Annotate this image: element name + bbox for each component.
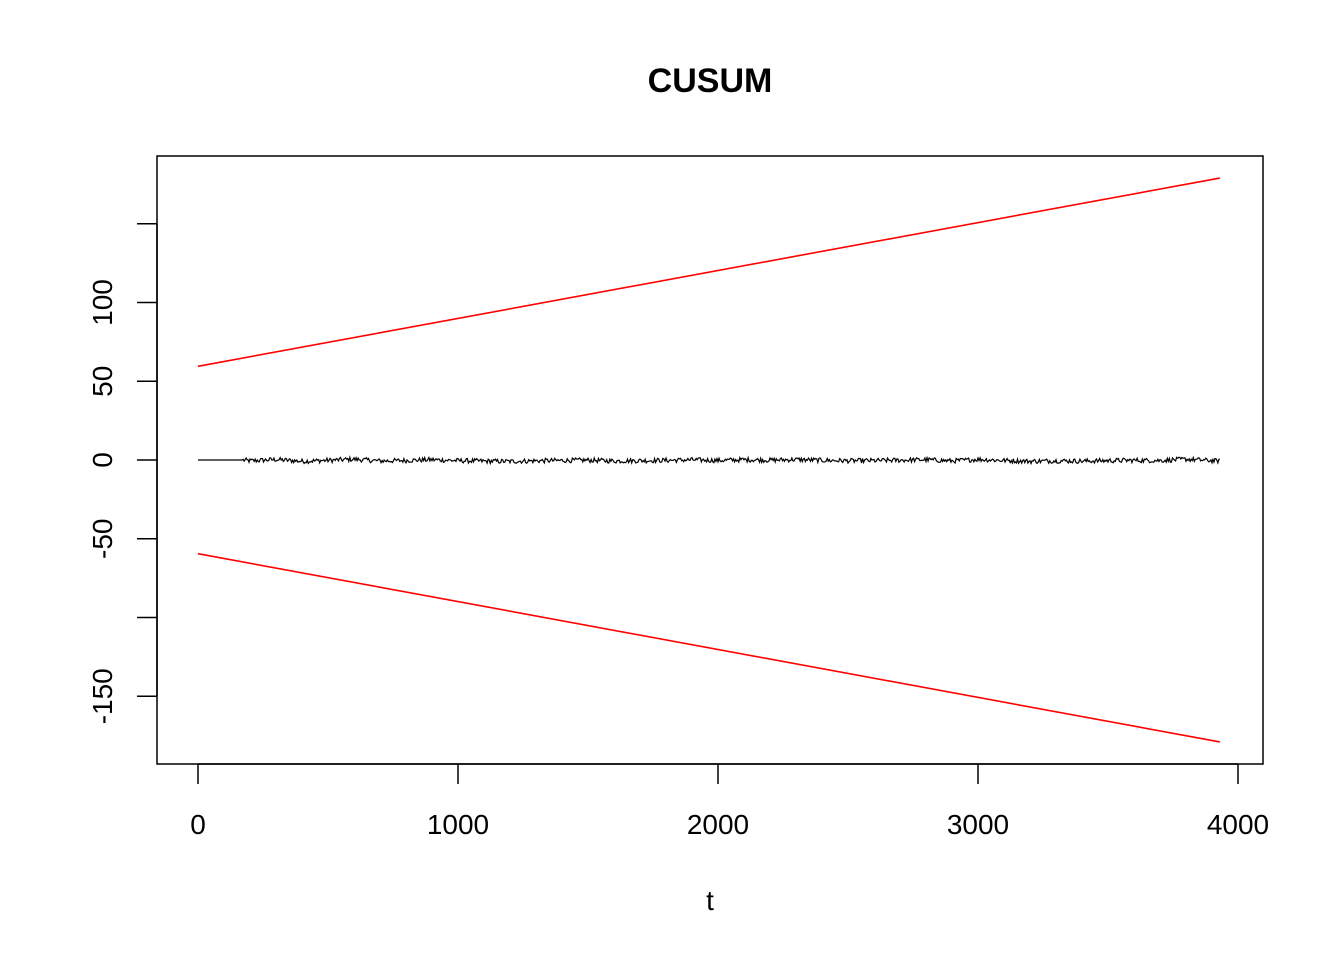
x-axis: 0 1000 2000 3000 4000 [190,763,1269,840]
x-axis-label: t [706,885,714,916]
y-tick-label: -150 [87,668,118,724]
y-axis: -150 -50 0 50 100 [87,223,158,724]
cusum-series-line [198,454,1221,466]
lower-boundary-line [197,552,1220,743]
y-tick-label: -50 [87,519,118,559]
x-tick-label: 2000 [687,809,749,840]
y-tick-label: 0 [87,452,118,468]
x-tick-label: 4000 [1207,809,1269,840]
y-tick-label: 50 [87,366,118,397]
x-tick-label: 1000 [427,809,489,840]
y-tick-label: 100 [87,279,118,326]
x-tick-label: 3000 [947,809,1009,840]
chart-title: CUSUM [648,62,773,100]
upper-boundary-line [197,177,1220,368]
x-tick-label: 0 [190,809,206,840]
series-layer [197,177,1221,743]
